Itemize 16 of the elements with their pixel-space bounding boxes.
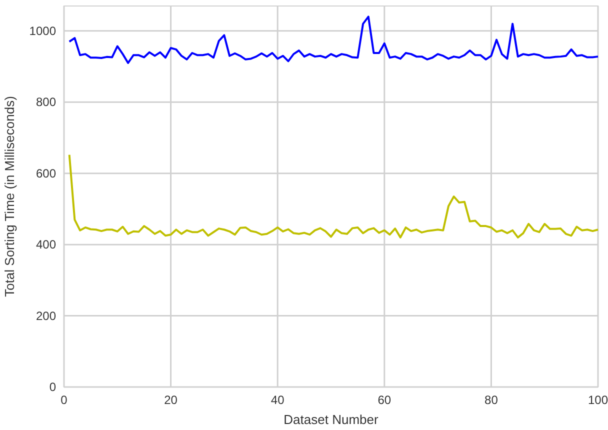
- x-tick-label: 100: [588, 393, 608, 407]
- x-tick-label: 20: [164, 393, 178, 407]
- y-tick-label: 400: [36, 238, 56, 252]
- y-tick-label: 600: [36, 166, 56, 180]
- x-tick-label: 80: [484, 393, 498, 407]
- y-tick-label: 200: [36, 308, 56, 323]
- x-tick-label: 60: [378, 393, 392, 407]
- x-tick-label: 40: [270, 393, 285, 407]
- y-tick-label: 1000: [29, 24, 56, 38]
- x-axis-title: Dataset Number: [284, 412, 379, 427]
- line-series: [68, 154, 599, 238]
- y-axis-title: Total Sorting Time (in Milliseconds): [2, 96, 17, 297]
- y-tick-label: 0: [49, 380, 56, 394]
- y-tick-label: 800: [36, 95, 56, 110]
- x-tick-label: 0: [60, 393, 68, 407]
- line-series: [68, 16, 599, 64]
